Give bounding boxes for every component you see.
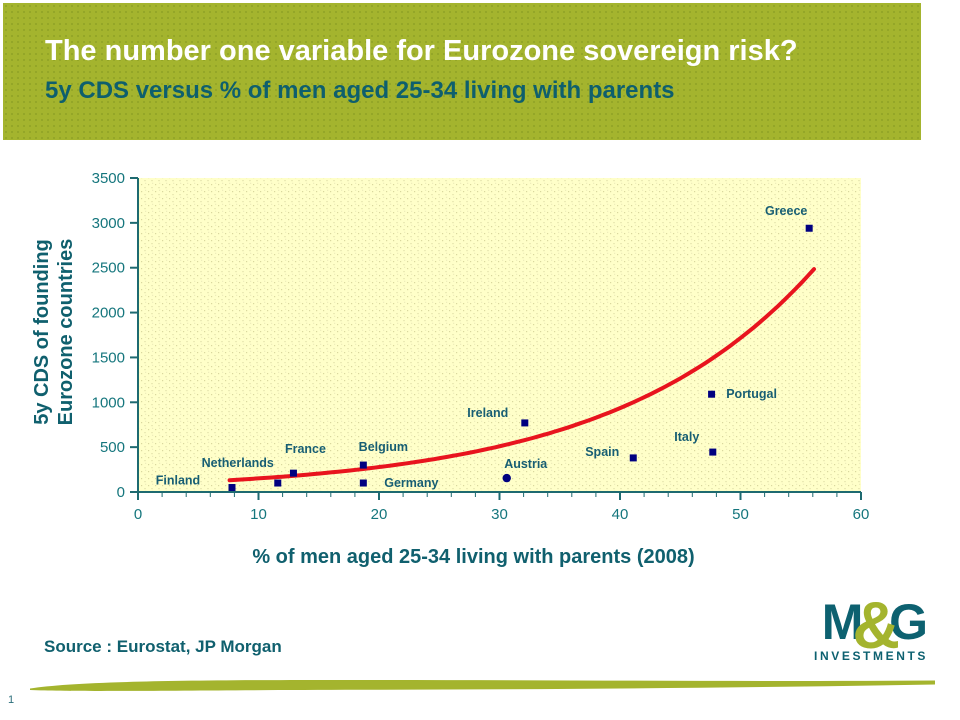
data-point-italy: [709, 448, 717, 456]
mg-logo-mark: M & G: [804, 592, 928, 658]
y-tick-label: 0: [117, 484, 125, 501]
point-label-netherlands: Netherlands: [202, 456, 274, 470]
logo-letter-g: G: [889, 594, 928, 650]
point-label-austria: Austria: [504, 457, 548, 471]
data-point-portugal: [708, 390, 716, 398]
point-label-italy: Italy: [674, 430, 699, 444]
data-point-germany: [359, 479, 367, 487]
data-point-finland: [228, 484, 236, 492]
point-label-finland: Finland: [156, 474, 200, 488]
brush-stroke-divider: [30, 679, 935, 691]
mg-logo: M & G INVESTMENTS: [804, 592, 928, 663]
x-tick-label: 40: [612, 506, 629, 523]
x-tick-label: 0: [134, 506, 142, 523]
y-tick-label: 1500: [92, 349, 125, 366]
x-tick-label: 20: [371, 506, 388, 523]
point-label-portugal: Portugal: [726, 387, 777, 401]
data-point-belgium: [359, 461, 367, 469]
data-point-ireland: [521, 419, 529, 427]
plot-area: [138, 178, 861, 492]
y-tick-label: 500: [100, 439, 125, 456]
y-tick-label: 3000: [92, 215, 125, 232]
logo-investments-text: INVESTMENTS: [814, 649, 928, 663]
point-label-greece: Greece: [765, 204, 807, 218]
data-point-greece: [805, 224, 813, 232]
logo-letter-m: M: [821, 594, 864, 650]
y-tick-label: 1000: [92, 394, 125, 411]
header-banner: The number one variable for Eurozone sov…: [3, 3, 921, 140]
y-tick-label: 2500: [92, 260, 125, 277]
logo-ampersand: &: [852, 588, 901, 662]
x-tick-label: 50: [732, 506, 749, 523]
x-tick-label: 10: [250, 506, 267, 523]
slide-subtitle: 5y CDS versus % of men aged 25-34 living…: [45, 77, 675, 104]
page-number: 1: [8, 694, 15, 706]
trend-line: [227, 267, 816, 483]
data-point-netherlands: [274, 479, 282, 487]
y-tick-label: 2000: [92, 305, 125, 322]
source-text: Source : Eurostat, JP Morgan: [44, 637, 282, 656]
point-label-germany: Germany: [384, 476, 438, 490]
slide-title: The number one variable for Eurozone sov…: [45, 35, 798, 67]
data-point-spain: [629, 454, 637, 462]
point-label-spain: Spain: [585, 445, 619, 459]
x-tick-label: 60: [853, 506, 870, 523]
data-point-france: [289, 469, 297, 477]
point-label-belgium: Belgium: [359, 440, 408, 454]
point-label-france: France: [285, 442, 326, 456]
x-axis-title: % of men aged 25-34 living with parents …: [252, 546, 695, 568]
y-tick-label: 3500: [92, 170, 125, 187]
point-label-ireland: Ireland: [467, 406, 508, 420]
x-tick-label: 30: [491, 506, 508, 523]
data-point-austria: [502, 473, 511, 483]
